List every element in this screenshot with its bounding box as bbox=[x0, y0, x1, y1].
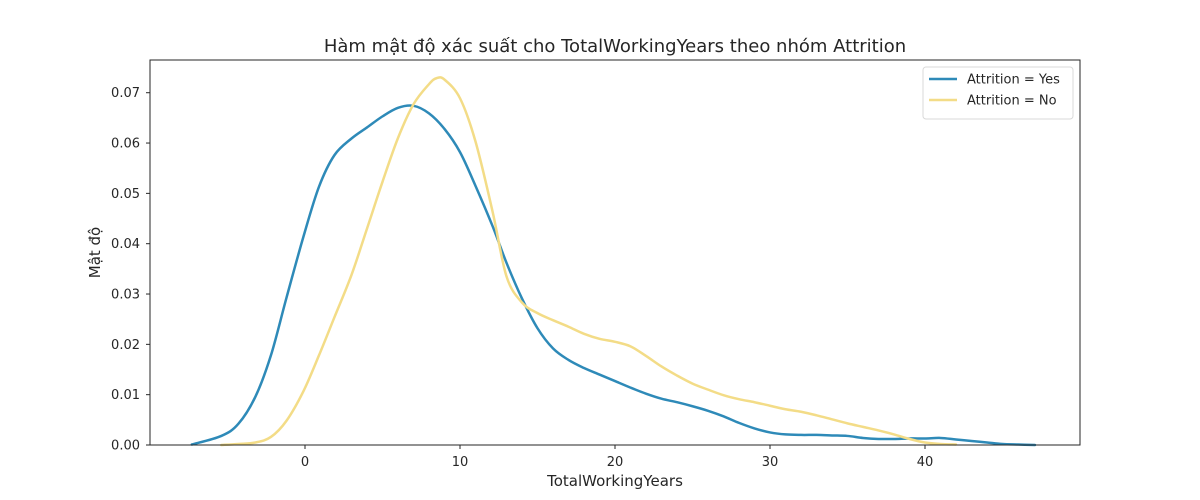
y-tick-label: 0.05 bbox=[111, 187, 140, 202]
y-tick-label: 0.07 bbox=[111, 86, 140, 101]
y-tick-label: 0.00 bbox=[111, 439, 140, 454]
x-tick-label: 30 bbox=[762, 455, 779, 470]
x-tick-label: 20 bbox=[607, 455, 624, 470]
chart-title: Hàm mật độ xác suất cho TotalWorkingYear… bbox=[324, 36, 906, 57]
y-tick-label: 0.02 bbox=[111, 338, 140, 353]
y-tick-label: 0.03 bbox=[111, 288, 140, 303]
series-layer bbox=[190, 76, 1037, 447]
y-tick-label: 0.01 bbox=[111, 388, 140, 403]
x-axis-label: TotalWorkingYears bbox=[546, 472, 683, 490]
series-line-attrition-yes bbox=[190, 104, 1037, 447]
legend-entry: Attrition = Yes bbox=[967, 73, 1060, 88]
y-axis-ticks: 0.00 0.01 0.02 0.03 0.04 0.05 0.06 0.07 bbox=[111, 86, 150, 454]
x-axis-ticks: 0 10 20 30 40 bbox=[301, 445, 933, 470]
y-tick-label: 0.06 bbox=[111, 137, 140, 152]
y-axis-label: Mật độ bbox=[86, 227, 104, 278]
y-tick-label: 0.04 bbox=[111, 237, 140, 252]
legend-box bbox=[922, 66, 1074, 120]
series-line-attrition-no bbox=[220, 76, 958, 447]
x-tick-label: 0 bbox=[301, 455, 309, 470]
legend-entry: Attrition = No bbox=[967, 94, 1057, 109]
legend: Attrition = Yes Attrition = No bbox=[922, 66, 1074, 120]
x-tick-label: 40 bbox=[917, 455, 934, 470]
x-tick-label: 10 bbox=[452, 455, 469, 470]
